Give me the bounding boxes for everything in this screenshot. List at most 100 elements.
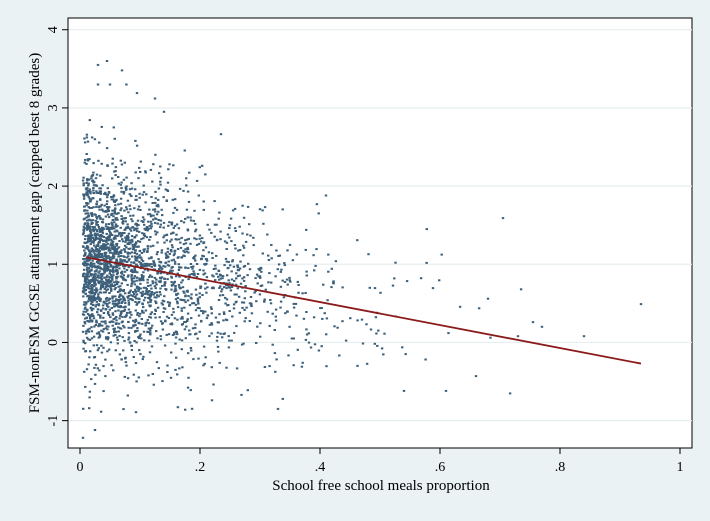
scatter-point	[210, 308, 213, 310]
scatter-point	[128, 341, 132, 344]
scatter-point	[85, 301, 88, 304]
scatter-point	[83, 301, 86, 304]
scatter-point	[196, 298, 200, 301]
scatter-point	[200, 258, 203, 261]
scatter-point	[154, 197, 157, 200]
scatter-point	[278, 254, 282, 257]
scatter-point	[153, 296, 156, 299]
scatter-point	[243, 320, 246, 323]
scatter-point	[261, 209, 264, 212]
scatter-point	[258, 269, 261, 272]
scatter-point	[82, 197, 86, 200]
scatter-point	[186, 248, 190, 251]
scatter-point	[93, 264, 96, 267]
x-tick-label: 0	[77, 460, 84, 475]
scatter-point	[111, 295, 114, 298]
scatter-point	[185, 208, 189, 211]
scatter-point	[123, 375, 126, 378]
scatter-point	[156, 306, 160, 309]
scatter-point	[148, 263, 151, 266]
scatter-point	[266, 310, 269, 313]
scatter-point	[107, 305, 110, 308]
scatter-point	[93, 262, 96, 265]
scatter-point	[124, 217, 127, 219]
scatter-point	[141, 292, 144, 295]
scatter-point	[103, 287, 106, 290]
scatter-point	[373, 342, 376, 345]
scatter-point	[191, 302, 194, 305]
scatter-point	[89, 232, 92, 235]
scatter-point	[109, 259, 112, 262]
scatter-point	[177, 227, 181, 230]
scatter-point	[143, 265, 146, 267]
scatter-point	[150, 327, 153, 329]
scatter-point	[174, 275, 178, 278]
scatter-point	[275, 358, 278, 361]
scatter-point	[92, 187, 95, 189]
scatter-point	[101, 184, 104, 187]
scatter-point	[83, 137, 86, 140]
scatter-point	[189, 263, 193, 265]
scatter-point	[91, 319, 94, 322]
scatter-point	[82, 184, 85, 187]
scatter-point	[81, 275, 85, 278]
scatter-point	[82, 273, 85, 276]
scatter-point	[81, 313, 85, 316]
scatter-point	[153, 276, 157, 279]
scatter-point	[86, 284, 89, 287]
scatter-point	[149, 245, 152, 248]
scatter-point	[228, 236, 231, 239]
scatter-point	[184, 408, 187, 411]
scatter-point	[89, 192, 92, 195]
scatter-point	[225, 241, 229, 244]
scatter-point	[244, 240, 248, 243]
scatter-point	[83, 217, 86, 220]
scatter-point	[89, 287, 92, 290]
scatter-point	[254, 277, 257, 280]
scatter-point	[147, 374, 150, 377]
scatter-point	[187, 278, 190, 281]
scatter-point	[88, 190, 92, 193]
scatter-point	[151, 202, 154, 204]
scatter-point	[136, 327, 139, 330]
scatter-point	[86, 278, 89, 281]
scatter-point	[98, 190, 102, 193]
scatter-point	[95, 244, 99, 247]
scatter-point	[102, 236, 105, 238]
scatter-point	[152, 218, 155, 221]
scatter-point	[202, 345, 206, 348]
scatter-point	[138, 315, 141, 318]
scatter-point	[105, 193, 108, 196]
scatter-point	[114, 349, 117, 352]
scatter-point	[219, 238, 222, 241]
scatter-point	[155, 213, 159, 216]
scatter-point	[247, 262, 250, 265]
scatter-point	[111, 267, 115, 270]
scatter-point	[154, 281, 157, 284]
scatter-point	[184, 248, 187, 251]
scatter-point	[105, 263, 108, 266]
y-tick-label: 4	[46, 26, 61, 33]
scatter-point	[120, 302, 123, 304]
scatter-point	[106, 283, 109, 286]
scatter-point	[127, 336, 131, 339]
scatter-point	[83, 238, 87, 241]
scatter-point	[192, 273, 195, 276]
scatter-point	[230, 278, 234, 281]
scatter-point	[174, 285, 177, 288]
scatter-point	[132, 246, 135, 249]
scatter-point	[149, 329, 152, 332]
scatter-point	[140, 258, 143, 261]
scatter-point	[121, 222, 125, 225]
scatter-point	[288, 276, 291, 279]
scatter-point	[111, 302, 115, 305]
scatter-point	[297, 291, 300, 294]
scatter-point	[150, 287, 153, 290]
scatter-point	[84, 282, 87, 285]
scatter-point	[126, 296, 130, 299]
scatter-point	[226, 304, 229, 307]
scatter-point	[146, 247, 150, 250]
scatter-point	[150, 293, 153, 296]
scatter-point	[161, 380, 164, 383]
scatter-point	[135, 279, 138, 282]
